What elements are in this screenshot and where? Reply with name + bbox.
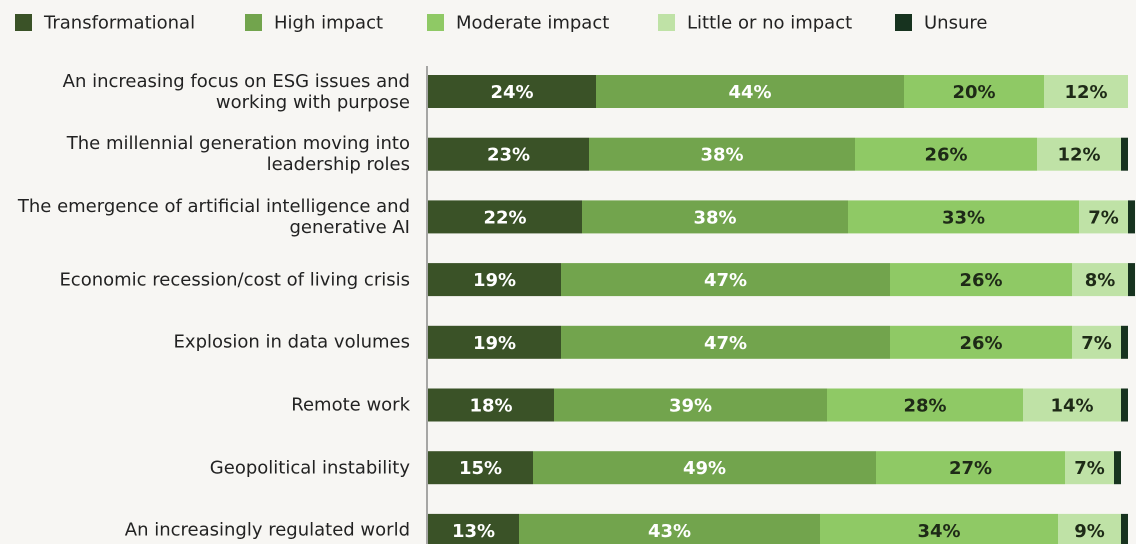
value-label: 18% — [469, 396, 512, 417]
bar-segment — [1121, 137, 1128, 171]
legend-label: Little or no impact — [687, 13, 852, 34]
value-label: 34% — [917, 521, 960, 542]
category-label: The emergence of artificial intelligence… — [17, 195, 410, 238]
bar-segment — [428, 200, 582, 234]
bar-segment — [428, 513, 519, 544]
legend-label: Transformational — [43, 13, 195, 34]
bar-segment — [876, 451, 1065, 485]
value-label: 26% — [924, 145, 967, 166]
bar-segment — [827, 388, 1023, 422]
value-label: 8% — [1085, 270, 1116, 291]
bar-segment — [554, 388, 827, 422]
bar-segment — [1072, 325, 1121, 359]
bar-segment — [820, 513, 1058, 544]
bar-segment — [1037, 137, 1121, 171]
value-label: 43% — [648, 521, 691, 542]
value-label: 20% — [952, 82, 995, 103]
value-label: 15% — [459, 458, 502, 479]
legend-label: Moderate impact — [456, 13, 609, 34]
bar-segment — [428, 451, 533, 485]
value-label: 22% — [483, 207, 526, 228]
value-label: 33% — [942, 207, 985, 228]
legend-swatch — [15, 14, 32, 31]
value-label: 7% — [1081, 333, 1112, 354]
bar-segment — [1065, 451, 1114, 485]
category-label: Remote work — [291, 394, 410, 416]
value-label: 39% — [669, 396, 712, 417]
value-label: 24% — [490, 82, 533, 103]
value-label: 38% — [693, 207, 736, 228]
category-label: The millennial generation moving into le… — [66, 133, 410, 176]
value-label: 27% — [949, 458, 992, 479]
value-label: 38% — [700, 145, 743, 166]
bar-segment — [904, 75, 1044, 108]
bar-segment — [428, 137, 589, 171]
value-label: 13% — [452, 521, 495, 542]
value-label: 26% — [959, 333, 1002, 354]
bar-segment — [582, 200, 848, 234]
bar-segment — [855, 137, 1037, 171]
bar-segment — [428, 388, 554, 422]
bar-segment — [561, 325, 890, 359]
bar-segment — [1079, 200, 1128, 234]
bar-segment — [1121, 388, 1128, 422]
category-label: Geopolitical instability — [209, 457, 410, 479]
bar-segment — [890, 263, 1072, 297]
bar-segment — [428, 75, 596, 108]
legend-swatch — [245, 14, 262, 31]
bar-segment — [428, 325, 561, 359]
bar-segment — [1044, 75, 1128, 108]
value-label: 44% — [728, 82, 771, 103]
value-label: 12% — [1057, 145, 1100, 166]
value-label: 47% — [704, 333, 747, 354]
value-label: 49% — [683, 458, 726, 479]
value-label: 9% — [1074, 521, 1105, 542]
bar-segment — [596, 75, 904, 108]
value-label: 47% — [704, 270, 747, 291]
bar-segment — [428, 263, 561, 297]
bar-segment — [1023, 388, 1121, 422]
legend-swatch — [427, 14, 444, 31]
value-label: 26% — [959, 270, 1002, 291]
bar-segment — [1121, 513, 1128, 544]
bar-segment — [533, 451, 876, 485]
value-label: 28% — [903, 396, 946, 417]
legend-label: Unsure — [924, 13, 987, 34]
category-label: An increasing focus on ESG issues and wo… — [62, 70, 410, 113]
category-label: Explosion in data volumes — [173, 331, 410, 353]
value-label: 19% — [473, 270, 516, 291]
bar-segment — [561, 263, 890, 297]
value-label: 19% — [473, 333, 516, 354]
bar-segment — [1128, 200, 1135, 234]
value-label: 7% — [1074, 458, 1105, 479]
value-label: 7% — [1088, 207, 1119, 228]
value-label: 14% — [1050, 396, 1093, 417]
category-label: Economic recession/cost of living crisis — [59, 269, 410, 291]
value-label: 23% — [487, 145, 530, 166]
bar-segment — [1121, 325, 1128, 359]
bar-segment — [1128, 263, 1135, 297]
legend-swatch — [895, 14, 912, 31]
bar-segment — [589, 137, 855, 171]
bar-segment — [890, 325, 1072, 359]
bar-segment — [848, 200, 1079, 234]
bar-segment — [519, 513, 820, 544]
value-label: 12% — [1064, 82, 1107, 103]
legend-label: High impact — [274, 13, 383, 34]
bar-segment — [1114, 451, 1121, 485]
bar-segment — [1072, 263, 1128, 297]
category-label: An increasingly regulated world — [124, 519, 410, 541]
legend-swatch — [658, 14, 675, 31]
bar-segment — [1058, 513, 1121, 544]
